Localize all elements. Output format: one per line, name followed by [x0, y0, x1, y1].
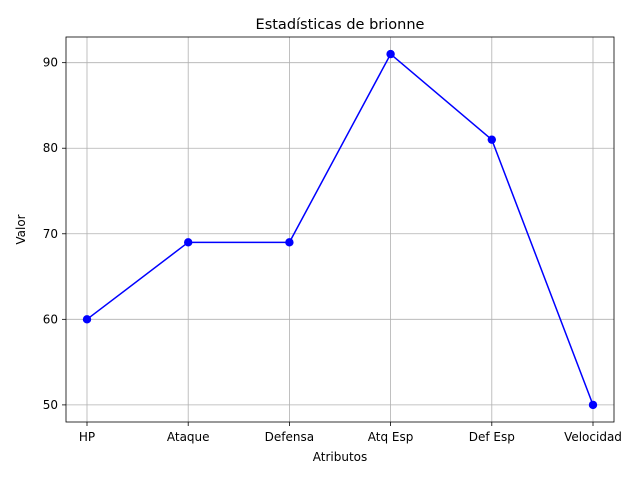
chart-title: Estadísticas de brionne	[256, 17, 425, 33]
data-point	[588, 400, 598, 410]
x-tick-label: HP	[79, 430, 95, 444]
x-tick-label: Atq Esp	[368, 430, 414, 444]
y-tick-label: 80	[43, 141, 58, 155]
data-point	[487, 135, 496, 144]
data-point	[82, 315, 92, 324]
y-tick-label: 90	[43, 56, 58, 70]
y-tick-label: 50	[43, 398, 58, 412]
grid	[66, 37, 614, 422]
x-tick-label: Defensa	[265, 430, 314, 444]
data-point	[386, 49, 395, 59]
ticks: HP Ataque Defensa Atq Esp Def Esp Velocidad 50…	[43, 56, 622, 444]
x-axis-title: Atributos	[313, 450, 368, 464]
x-tick-label: Ataque	[167, 430, 210, 444]
x-tick-label: Def Esp	[469, 430, 515, 444]
data-point	[285, 238, 294, 247]
series	[82, 49, 598, 410]
y-tick-label: 60	[43, 312, 58, 326]
plot-frame	[65, 36, 615, 423]
data-point	[184, 238, 193, 247]
y-tick-label: 70	[43, 227, 58, 241]
y-axis-title: Valor	[14, 214, 28, 244]
x-tick-label: Velocidad	[564, 430, 622, 444]
series-line	[86, 53, 594, 406]
